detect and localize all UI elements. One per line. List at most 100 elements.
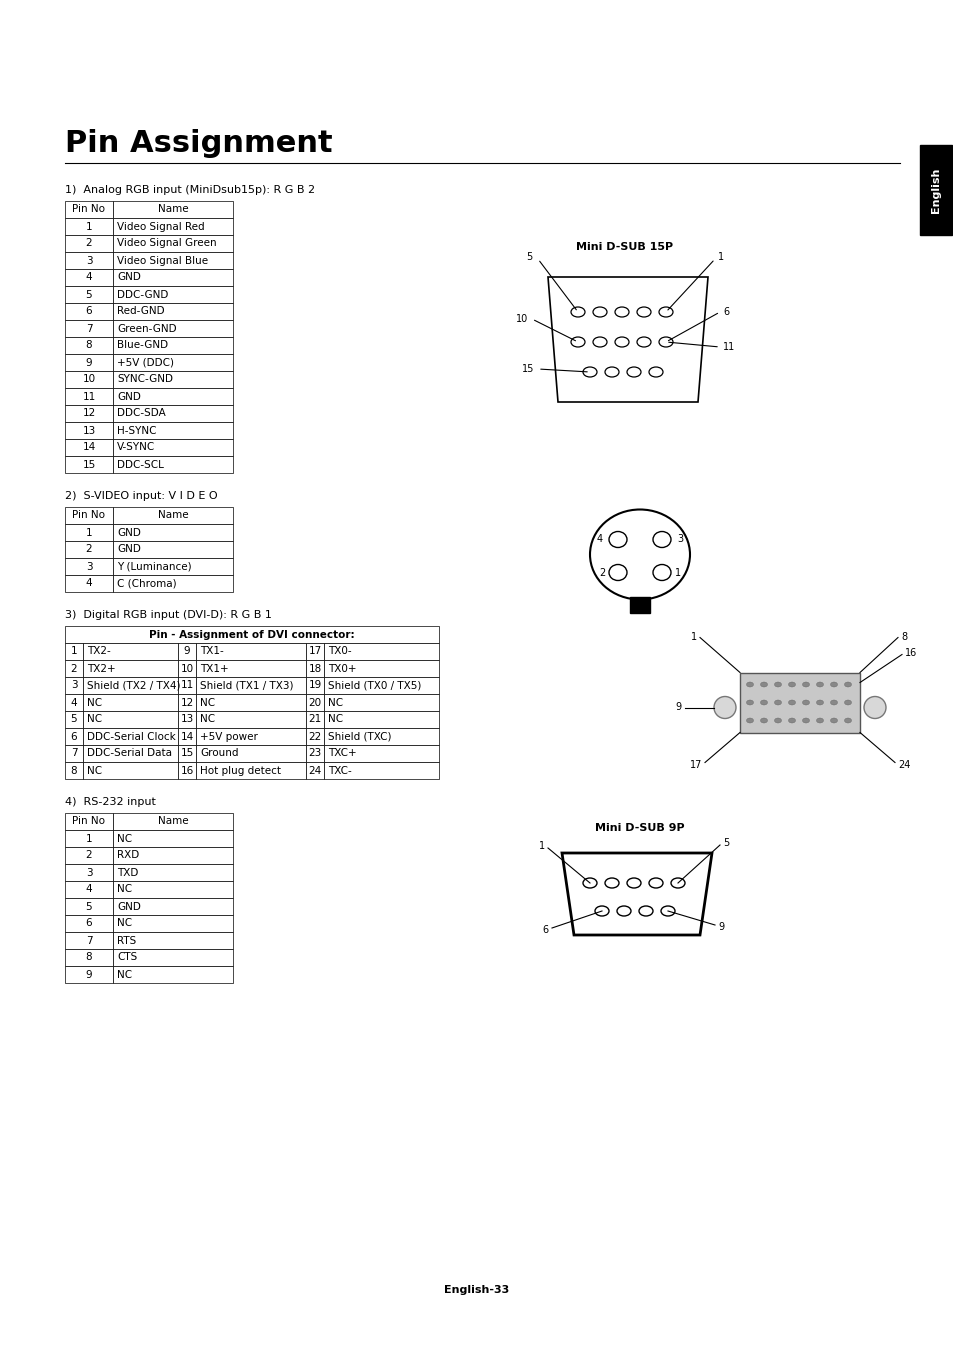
Text: 3: 3 — [86, 255, 92, 266]
Text: +5V power: +5V power — [200, 731, 257, 742]
Bar — [65, 576, 112, 592]
Text: 19: 19 — [308, 681, 321, 690]
Ellipse shape — [788, 682, 795, 688]
Text: GND: GND — [117, 527, 141, 538]
Text: TX2+: TX2+ — [87, 663, 115, 674]
Bar — [65, 201, 112, 218]
Bar — [65, 694, 83, 711]
Text: Pin No: Pin No — [72, 816, 106, 827]
Text: 20: 20 — [308, 697, 321, 708]
Text: 14: 14 — [180, 731, 193, 742]
Text: 4: 4 — [86, 273, 92, 282]
Text: 1: 1 — [718, 253, 723, 262]
Text: Mini D-SUB 9P: Mini D-SUB 9P — [595, 823, 684, 834]
Bar — [65, 948, 112, 966]
Text: 3)  Digital RGB input (DVI-D): R G B 1: 3) Digital RGB input (DVI-D): R G B 1 — [65, 611, 272, 620]
Ellipse shape — [816, 682, 822, 688]
Text: 2: 2 — [598, 567, 604, 577]
Bar — [112, 439, 233, 457]
Bar — [65, 286, 112, 303]
Text: 23: 23 — [308, 748, 321, 758]
Text: 24: 24 — [308, 766, 321, 775]
Ellipse shape — [713, 697, 735, 719]
Bar — [195, 694, 306, 711]
Text: Pin Assignment: Pin Assignment — [65, 128, 333, 158]
Bar — [112, 218, 233, 235]
Text: 1: 1 — [86, 222, 92, 231]
Text: 8: 8 — [86, 340, 92, 350]
Text: NC: NC — [117, 885, 132, 894]
Text: Shield (TX0 / TX5): Shield (TX0 / TX5) — [328, 681, 421, 690]
Text: 4)  RS-232 input: 4) RS-232 input — [65, 797, 155, 807]
Text: Blue-GND: Blue-GND — [117, 340, 168, 350]
Ellipse shape — [745, 717, 753, 723]
Text: 15: 15 — [82, 459, 95, 470]
Ellipse shape — [760, 717, 767, 723]
Text: 6: 6 — [722, 307, 728, 317]
Bar — [112, 235, 233, 253]
Text: 15: 15 — [180, 748, 193, 758]
Bar — [306, 711, 324, 728]
Text: Shield (TXC): Shield (TXC) — [328, 731, 391, 742]
Ellipse shape — [801, 682, 809, 688]
Bar — [195, 643, 306, 661]
Bar — [65, 728, 83, 744]
Bar — [65, 661, 83, 677]
Ellipse shape — [774, 700, 781, 705]
Text: DDC-SDA: DDC-SDA — [117, 408, 166, 419]
Text: 11: 11 — [722, 342, 735, 353]
Bar — [65, 711, 83, 728]
Text: 1: 1 — [690, 631, 697, 642]
Text: TX0+: TX0+ — [328, 663, 356, 674]
Bar — [112, 269, 233, 286]
Text: 6: 6 — [86, 919, 92, 928]
Text: NC: NC — [117, 970, 132, 979]
Bar — [629, 597, 649, 612]
Bar — [178, 643, 195, 661]
Bar — [83, 744, 178, 762]
Text: Pin - Assignment of DVI connector:: Pin - Assignment of DVI connector: — [149, 630, 355, 639]
Bar — [65, 898, 112, 915]
Ellipse shape — [774, 717, 781, 723]
Text: 1: 1 — [674, 567, 680, 577]
Bar — [178, 694, 195, 711]
Bar — [65, 524, 112, 540]
Bar — [112, 507, 233, 524]
Bar — [65, 915, 112, 932]
Bar — [65, 354, 112, 372]
Text: TXC+: TXC+ — [328, 748, 356, 758]
Bar — [112, 422, 233, 439]
Bar — [178, 677, 195, 694]
Bar — [83, 643, 178, 661]
Text: 17: 17 — [689, 759, 701, 770]
Text: 1)  Analog RGB input (MiniDsub15p): R G B 2: 1) Analog RGB input (MiniDsub15p): R G B… — [65, 185, 314, 195]
Bar — [65, 320, 112, 336]
Text: 2: 2 — [71, 663, 77, 674]
Text: 9: 9 — [675, 703, 681, 712]
Bar — [65, 558, 112, 576]
Bar — [83, 661, 178, 677]
Text: Pin No: Pin No — [72, 204, 106, 215]
Bar — [306, 694, 324, 711]
Text: SYNC-GND: SYNC-GND — [117, 374, 172, 385]
Text: NC: NC — [87, 715, 102, 724]
Ellipse shape — [788, 700, 795, 705]
Ellipse shape — [801, 700, 809, 705]
Ellipse shape — [863, 697, 885, 719]
Text: 24: 24 — [897, 759, 909, 770]
Text: NC: NC — [328, 697, 343, 708]
Bar — [83, 711, 178, 728]
Bar — [65, 388, 112, 405]
Bar — [112, 405, 233, 422]
Bar — [178, 762, 195, 780]
Ellipse shape — [788, 717, 795, 723]
Text: 5: 5 — [86, 289, 92, 300]
Text: Video Signal Blue: Video Signal Blue — [117, 255, 208, 266]
Text: 2: 2 — [86, 239, 92, 249]
Text: 13: 13 — [180, 715, 193, 724]
Text: DDC-Serial Clock: DDC-Serial Clock — [87, 731, 175, 742]
Bar — [195, 711, 306, 728]
Text: Video Signal Red: Video Signal Red — [117, 222, 204, 231]
Text: Ground: Ground — [200, 748, 238, 758]
Text: TX0-: TX0- — [328, 647, 352, 657]
